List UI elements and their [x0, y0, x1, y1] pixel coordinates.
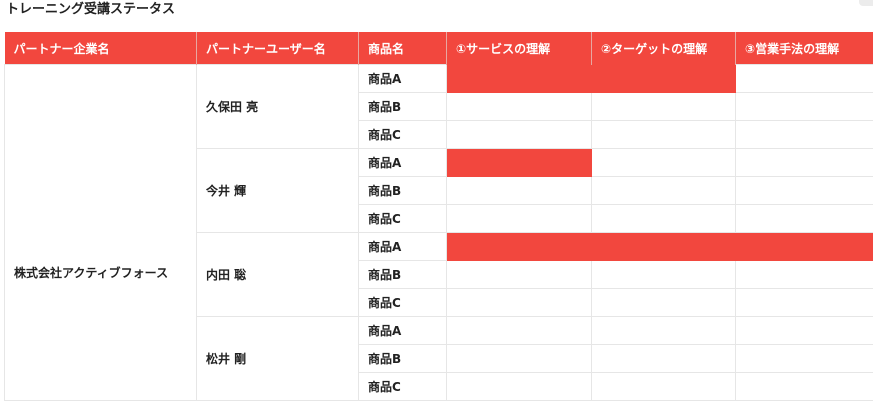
table-row: 株式会社アクティブフォース久保田 亮商品A: [5, 65, 873, 93]
stage-pending-cell: [736, 289, 873, 317]
product-cell: 商品B: [359, 93, 447, 121]
stage-pending-cell: [592, 373, 736, 401]
product-cell: 商品C: [359, 205, 447, 233]
partner-user-cell: 今井 輝: [197, 149, 359, 233]
stage-completed-cell: [592, 65, 736, 93]
stage-pending-cell: [736, 65, 873, 93]
partner-company-cell: 株式会社アクティブフォース: [5, 65, 197, 401]
stage-pending-cell: [447, 93, 592, 121]
stage-pending-cell: [592, 93, 736, 121]
corner-tab[interactable]: [859, 0, 873, 6]
column-header-partner-user[interactable]: パートナーユーザー名: [197, 32, 359, 65]
stage-pending-cell: [736, 345, 873, 373]
stage-pending-cell: [447, 373, 592, 401]
stage-pending-cell: [447, 317, 592, 345]
stage-pending-cell: [736, 373, 873, 401]
training-status-table: パートナー企業名 パートナーユーザー名 商品名 ①サービスの理解 ②ターゲットの…: [4, 32, 873, 401]
column-header-stage-1[interactable]: ①サービスの理解: [447, 32, 592, 65]
stage-completed-cell: [447, 65, 592, 93]
stage-pending-cell: [736, 93, 873, 121]
stage-pending-cell: [592, 121, 736, 149]
stage-pending-cell: [447, 121, 592, 149]
stage-pending-cell: [736, 149, 873, 177]
stage-pending-cell: [736, 261, 873, 289]
stage-completed-cell: [592, 233, 736, 261]
product-cell: 商品C: [359, 373, 447, 401]
stage-pending-cell: [592, 149, 736, 177]
product-cell: 商品C: [359, 289, 447, 317]
partner-user-cell: 松井 剛: [197, 317, 359, 401]
stage-pending-cell: [592, 261, 736, 289]
column-header-partner-company[interactable]: パートナー企業名: [5, 32, 197, 65]
product-cell: 商品C: [359, 121, 447, 149]
column-header-stage-2[interactable]: ②ターゲットの理解: [592, 32, 736, 65]
partner-user-cell: 内田 聡: [197, 233, 359, 317]
stage-completed-cell: [447, 233, 592, 261]
product-cell: 商品A: [359, 233, 447, 261]
product-cell: 商品A: [359, 65, 447, 93]
stage-completed-cell: [447, 149, 592, 177]
product-cell: 商品A: [359, 317, 447, 345]
stage-pending-cell: [592, 205, 736, 233]
table-header-row: パートナー企業名 パートナーユーザー名 商品名 ①サービスの理解 ②ターゲットの…: [5, 32, 873, 65]
product-cell: 商品B: [359, 261, 447, 289]
stage-pending-cell: [736, 205, 873, 233]
stage-pending-cell: [447, 261, 592, 289]
product-cell: 商品B: [359, 345, 447, 373]
stage-completed-cell: [736, 233, 873, 261]
product-cell: 商品A: [359, 149, 447, 177]
stage-pending-cell: [447, 345, 592, 373]
stage-pending-cell: [592, 345, 736, 373]
column-header-product[interactable]: 商品名: [359, 32, 447, 65]
stage-pending-cell: [447, 177, 592, 205]
partner-user-cell: 久保田 亮: [197, 65, 359, 149]
page-title: トレーニング受講ステータス: [6, 0, 175, 22]
product-cell: 商品B: [359, 177, 447, 205]
stage-pending-cell: [447, 289, 592, 317]
stage-pending-cell: [592, 289, 736, 317]
stage-pending-cell: [736, 317, 873, 345]
stage-pending-cell: [592, 317, 736, 345]
stage-pending-cell: [447, 205, 592, 233]
stage-pending-cell: [736, 121, 873, 149]
stage-pending-cell: [592, 177, 736, 205]
stage-pending-cell: [736, 177, 873, 205]
column-header-stage-3[interactable]: ③営業手法の理解: [736, 32, 873, 65]
